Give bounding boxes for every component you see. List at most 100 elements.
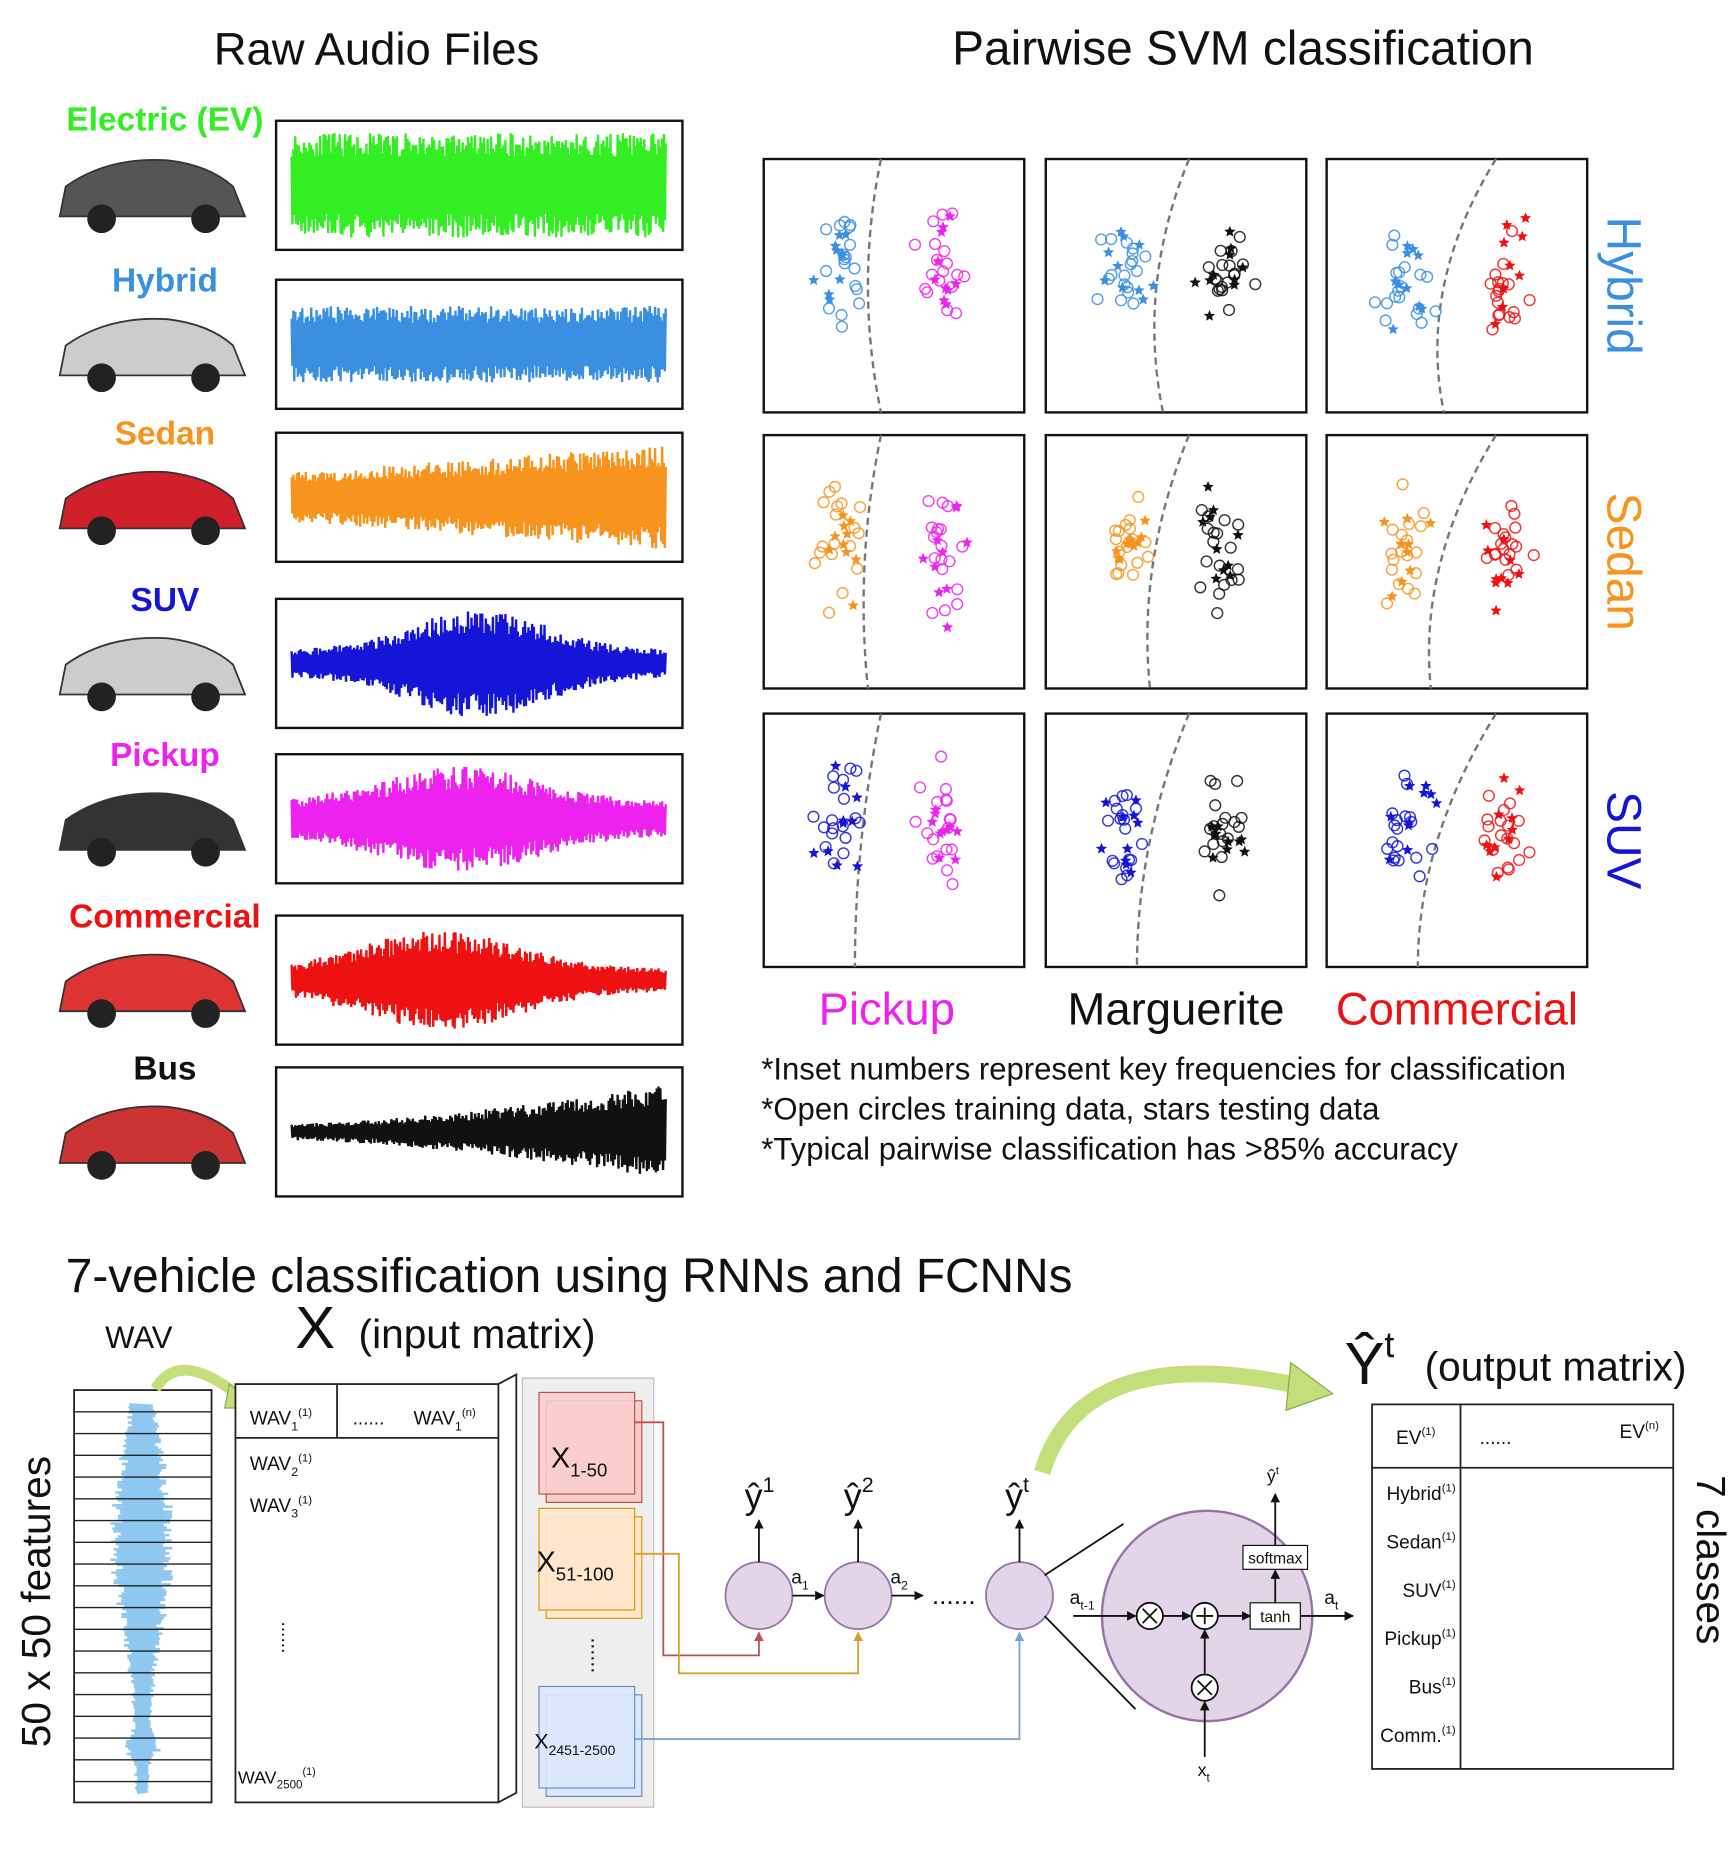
- train-point: [926, 606, 939, 620]
- matrix-cell: Bus(1): [1409, 1676, 1456, 1699]
- note: *Open circles training data, stars testi…: [761, 1091, 1380, 1126]
- train-point: [1110, 568, 1123, 581]
- test-point: [1228, 278, 1240, 290]
- matrix-cell: EV(1): [1396, 1426, 1436, 1449]
- test-point: [1403, 780, 1416, 791]
- train-point: [1385, 547, 1398, 560]
- train-point: [1231, 563, 1245, 576]
- train-point: [1380, 597, 1394, 610]
- svm-panel: [1044, 157, 1308, 414]
- train-point: [921, 286, 934, 299]
- train-point: [945, 843, 958, 856]
- test-point: [1132, 816, 1144, 828]
- train-point: [1480, 551, 1493, 565]
- train-point: [1486, 323, 1499, 336]
- test-point: [1100, 796, 1112, 808]
- matrix-cell-base: WAV: [250, 1496, 292, 1517]
- test-point: [1387, 323, 1399, 335]
- softmax-box: [1242, 1544, 1309, 1570]
- train-point: [941, 500, 954, 513]
- chunk-label-base: ......: [587, 1637, 611, 1673]
- test-point: [1420, 780, 1432, 791]
- vehicle-label: SUV: [131, 582, 200, 619]
- test-point: [1115, 225, 1127, 237]
- train-point: [1388, 229, 1401, 242]
- test-point: [1416, 302, 1428, 314]
- train-point: [1194, 581, 1207, 594]
- train-point: [1501, 832, 1514, 845]
- test-point: [836, 249, 849, 261]
- train-point: [1478, 834, 1491, 847]
- test-point: [936, 546, 949, 558]
- rnn-cell: [823, 1561, 893, 1630]
- test-point: [951, 500, 963, 511]
- train-point: [1215, 850, 1228, 864]
- train-point: [848, 262, 861, 275]
- test-point: [1504, 259, 1516, 271]
- test-point: [1513, 269, 1526, 281]
- chunk-label-sub: 2451-2500: [549, 1742, 616, 1758]
- test-point: [851, 791, 863, 803]
- train-point: [1386, 836, 1399, 849]
- zoom-line: [1044, 1523, 1124, 1577]
- train-point: [938, 244, 951, 258]
- svm-panel: [762, 157, 1026, 414]
- train-point: [1400, 777, 1414, 790]
- test-point: [1112, 260, 1124, 271]
- train-point: [956, 540, 969, 553]
- train-point: [828, 480, 842, 493]
- train-point: [853, 500, 867, 514]
- train-point: [848, 521, 861, 534]
- train-point: [958, 270, 971, 283]
- test-point: [1102, 246, 1115, 258]
- test-point: [1385, 810, 1397, 822]
- train-point: [835, 497, 848, 510]
- train-point: [922, 494, 935, 508]
- vehicle-wheel: [191, 204, 220, 234]
- test-point: [1238, 845, 1251, 857]
- cell-label: at: [1324, 1588, 1339, 1613]
- train-point: [1109, 533, 1123, 546]
- output-label: ŷ2: [844, 1473, 874, 1516]
- test-point: [1480, 519, 1492, 530]
- vehicle-label: Commercial: [69, 899, 261, 936]
- train-point: [1201, 522, 1214, 535]
- train-point: [1233, 230, 1246, 244]
- matrix-cell: Pickup(1): [1384, 1628, 1456, 1651]
- wav-label: WAV: [105, 1320, 173, 1355]
- train-point: [929, 237, 942, 251]
- matrix-symbol: Ŷt: [1345, 1325, 1395, 1397]
- test-point: [1204, 511, 1216, 523]
- svm-panel: [1325, 157, 1589, 414]
- chunk-label: X51-100: [537, 1547, 614, 1585]
- train-point: [1385, 563, 1398, 576]
- vehicle-wheel: [87, 837, 116, 867]
- train-point: [839, 831, 852, 844]
- vehicle-body: [58, 792, 247, 851]
- cell-label-base: ŷ: [1267, 1466, 1276, 1486]
- test-point: [949, 853, 962, 865]
- test-point: [937, 221, 949, 233]
- train-point: [1225, 573, 1238, 587]
- test-point: [837, 817, 849, 829]
- cell-label-base: x: [1198, 1760, 1207, 1780]
- matrix-cell: WAV2(1): [250, 1453, 313, 1479]
- train-point: [934, 523, 947, 536]
- test-point: [1378, 516, 1390, 527]
- train-point: [1389, 290, 1402, 303]
- test-point: [1498, 236, 1510, 248]
- test-point: [1137, 293, 1149, 305]
- test-point: [1202, 480, 1214, 492]
- matrix-cell: WAV1(1): [250, 1407, 313, 1433]
- train-point: [1195, 503, 1208, 517]
- train-point: [1505, 499, 1518, 513]
- train-point: [825, 814, 839, 827]
- test-point: [1493, 808, 1505, 820]
- train-point: [1224, 541, 1237, 554]
- train-point: [1235, 811, 1248, 825]
- train-point: [852, 297, 866, 310]
- svm-panel: [1325, 433, 1589, 690]
- operator-sign: [1141, 1608, 1158, 1624]
- svm-panel: [1044, 433, 1308, 690]
- test-point: [1401, 247, 1413, 259]
